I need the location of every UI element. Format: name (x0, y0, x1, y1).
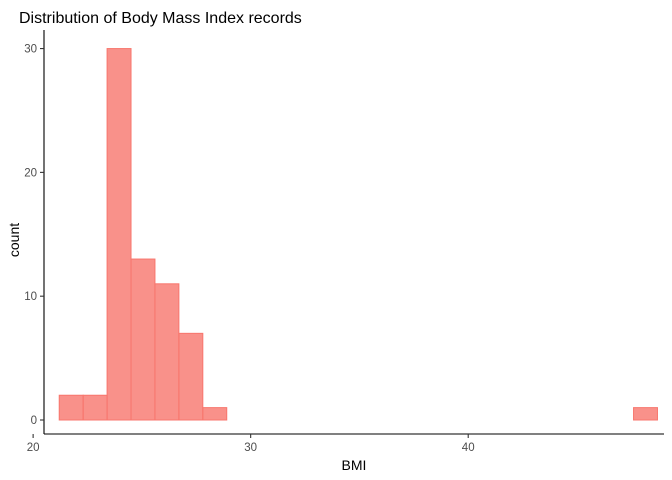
histogram-bar-6 (202, 407, 228, 421)
y-axis-title: count (6, 223, 22, 257)
x-axis-ticks: 20 30 40 (27, 434, 475, 454)
histogram-bars (58, 48, 658, 421)
chart-title: Distribution of Body Mass Index records (19, 10, 302, 27)
y-tick-label-2: 20 (24, 167, 37, 179)
y-tick-label-3: 30 (24, 44, 37, 56)
x-tick-label-2: 40 (462, 442, 475, 454)
x-tick-label-0: 20 (27, 442, 40, 454)
y-tick-label-1: 10 (24, 291, 37, 303)
histogram-bar-2 (106, 48, 132, 421)
histogram-bar-1 (82, 394, 108, 421)
x-axis-title: BMI (342, 457, 367, 473)
y-axis-ticks: 0 10 20 30 (24, 44, 44, 427)
histogram-bar-24 (633, 407, 658, 421)
histogram-bar-3 (130, 258, 156, 421)
y-tick-label-0: 0 (31, 415, 37, 427)
x-tick-label-1: 30 (244, 442, 257, 454)
histogram-bar-4 (154, 283, 180, 421)
histogram-bar-0 (58, 394, 84, 421)
histogram-bar-5 (178, 332, 204, 421)
